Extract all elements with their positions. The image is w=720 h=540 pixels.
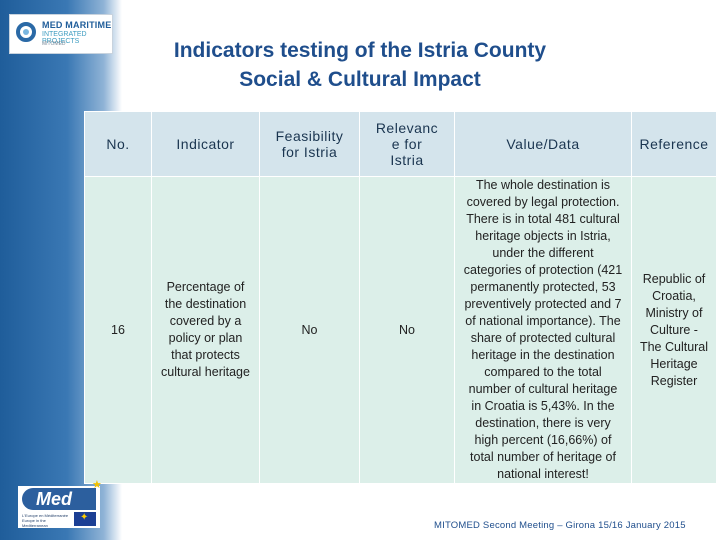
text-line: permanently protected, 53 — [470, 280, 616, 294]
header-feasibility: Feasibility for Istria — [259, 111, 360, 177]
footer-text: MITOMED Second Meeting – Girona 15/16 Ja… — [434, 520, 686, 531]
cell-indicator: Percentage of the destination covered by a… — [151, 176, 260, 484]
text-line: under the different — [492, 246, 594, 260]
header-relevance-line3: Istria — [390, 152, 424, 168]
header-value: Value/Data — [454, 111, 632, 177]
text-line: Heritage — [650, 356, 698, 371]
cell-indicator-text: Percentage of the destination covered by a… — [152, 279, 259, 381]
text-line: in Croatia is 5,43%. In the — [471, 399, 615, 413]
logo-line2: INTEGRATED PROJECTS — [42, 31, 87, 45]
text-line: covered by a — [169, 314, 242, 328]
text-line: that protects — [171, 348, 240, 362]
header-reference: Reference — [631, 111, 717, 177]
med-maritime-logo: MED MARITIME INTEGRATED PROJECTS MITOMED — [9, 14, 113, 54]
slide-title: Indicators testing of the Istria County … — [150, 36, 570, 94]
title-line1: Indicators testing of the Istria County — [173, 39, 547, 62]
text-line: total number of heritage of — [470, 450, 616, 464]
text-line: preventively protected and 7 — [464, 297, 622, 311]
header-relevance-line2: e for — [391, 136, 423, 152]
table-row: 16 Percentage of the destination covered b… — [84, 176, 717, 484]
text-line: There is in total 481 cultural — [466, 212, 620, 226]
text-line: The whole destination is — [475, 178, 611, 192]
header-indicator: Indicator — [151, 111, 260, 177]
text-line: share of protected cultural — [470, 331, 616, 345]
logo-line3: MITOMED — [42, 41, 66, 47]
header-relevance: Relevanc e for Istria — [359, 111, 455, 177]
med-logo-text: Med — [22, 488, 96, 510]
cell-value: The whole destination is covered by legal… — [454, 176, 632, 484]
text-line: destination, there is very — [475, 416, 611, 430]
header-feasibility-line1: Feasibility — [275, 128, 344, 144]
text-line: Culture - — [650, 322, 698, 337]
header-feasibility-line2: for Istria — [281, 144, 338, 160]
cell-relevance: No — [359, 176, 455, 484]
text-line: Croatia, — [652, 288, 696, 303]
cell-reference: Republic of Croatia, Ministry of Culture - T… — [631, 176, 717, 484]
med-logo-subtext: L'Europe en Méditerranée Europe in the M… — [22, 513, 69, 528]
logo-line1: MED MARITIME — [42, 20, 112, 30]
text-line: covered by legal protection. — [466, 195, 620, 209]
cell-no: 16 — [84, 176, 152, 484]
text-line: heritage in the destination — [471, 348, 615, 362]
text-line: of national importance). The — [465, 314, 621, 328]
text-line: cultural heritage — [161, 365, 250, 379]
text-line: number of cultural heritage — [468, 382, 618, 396]
text-line: categories of protection (421 — [463, 263, 623, 277]
cell-feasibility: No — [259, 176, 360, 484]
header-relevance-line1: Relevanc — [375, 120, 439, 136]
text-line: Republic of — [642, 271, 706, 286]
cell-value-text: The whole destination is covered by legal… — [455, 177, 631, 483]
star-icon: ★ — [92, 479, 102, 491]
text-line: high percent (16,66%) of — [474, 433, 612, 447]
logo-ring-icon — [16, 22, 36, 42]
text-line: policy or plan — [168, 331, 243, 345]
text-line: compared to the total — [484, 365, 602, 379]
text-line: Register — [650, 373, 698, 388]
text-line: heritage objects in Istria, — [475, 229, 611, 243]
indicator-table: No. Indicator Feasibility for Istria Rel… — [84, 111, 717, 484]
text-line: The Cultural — [639, 339, 709, 354]
med-programme-logo: ★ Med L'Europe en Méditerranée Europe in… — [18, 479, 102, 528]
text-line: Ministry of — [645, 305, 703, 320]
text-line: the destination — [164, 297, 247, 311]
table-header-row: No. Indicator Feasibility for Istria Rel… — [84, 111, 717, 177]
cell-reference-text: Republic of Croatia, Ministry of Culture - T… — [632, 271, 716, 390]
text-line: national interest! — [497, 467, 589, 481]
eu-flag-icon — [74, 512, 96, 526]
title-line2: Social & Cultural Impact — [239, 68, 481, 91]
header-no: No. — [84, 111, 152, 177]
text-line: Percentage of — [166, 280, 245, 294]
